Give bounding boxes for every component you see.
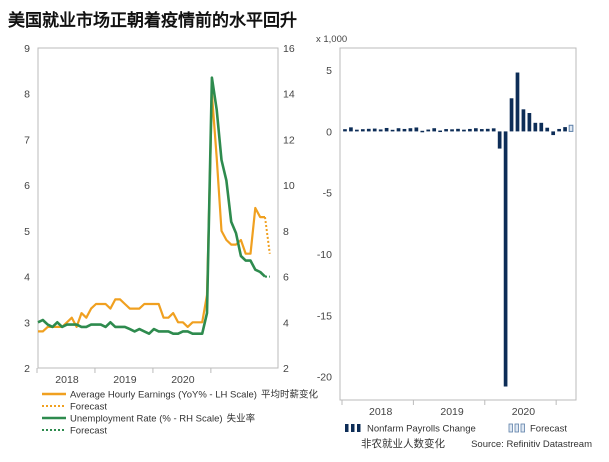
payroll-bar: [420, 130, 425, 133]
y-left-tick-label: 6: [24, 180, 30, 192]
payroll-bar: [521, 109, 526, 132]
payroll-bar: [360, 129, 365, 132]
y-left-tick-label: 7: [24, 134, 30, 146]
payroll-bar: [402, 128, 407, 132]
y-tick-label: -15: [317, 310, 332, 322]
unemployment-line: [37, 76, 266, 336]
payroll-bar: [384, 127, 389, 132]
payroll-bar: [515, 72, 520, 132]
payroll-bar: [378, 129, 383, 132]
legend-payrolls-swatch: [345, 424, 349, 432]
y-tick-label: -10: [317, 249, 332, 261]
y-left-tick-label: 8: [24, 89, 30, 101]
y-tick-label: 5: [326, 65, 332, 77]
payroll-bar: [557, 128, 561, 132]
y-right-tick-label: 6: [283, 272, 289, 284]
x-tick-label: 2018: [55, 374, 79, 386]
y-right-tick-label: 12: [283, 134, 295, 146]
legend-payrolls-swatch: [357, 424, 361, 432]
payroll-forecast-bar: [568, 124, 574, 132]
y-tick-label: 0: [326, 126, 332, 138]
left-chart: 2 3 4 5 6 7 8 9 2 4 6 8 10 12 14 16 2018 2019 2020 Average …: [24, 43, 318, 437]
y-left-tick-label: 9: [24, 43, 30, 55]
payroll-bar: [426, 129, 431, 132]
payroll-bar: [372, 128, 377, 132]
payroll-bar: [396, 128, 401, 132]
payroll-bar: [491, 128, 496, 132]
legend-payrolls-label: Nonfarm Payrolls Change: [367, 424, 476, 435]
legend-forecast-swatch: [520, 423, 525, 433]
earnings-forecast-line: [264, 216, 271, 254]
payroll-bar: [545, 127, 550, 132]
legend-forecast-label: Forecast: [530, 424, 567, 435]
legend-earnings-label: Average Hourly Earnings (YoY% - LH Scale…: [70, 390, 257, 401]
legend-earnings-cn-label: 平均时薪变化: [261, 389, 319, 401]
payroll-bar: [432, 128, 437, 132]
y-right-tick-label: 4: [283, 317, 289, 329]
payroll-bar: [450, 129, 454, 132]
y-right-tick-label: 2: [283, 363, 289, 375]
payroll-bar: [527, 113, 532, 132]
payroll-bar: [503, 131, 508, 387]
payroll-bar: [497, 131, 502, 149]
payroll-bar: [444, 129, 448, 132]
payroll-bar: [438, 130, 442, 133]
payroll-bar: [563, 127, 567, 132]
left-plot-frame: [37, 47, 279, 369]
payroll-bar: [474, 128, 478, 132]
x-tick-label: 2020: [512, 406, 536, 418]
y-left-tick-label: 5: [24, 226, 30, 238]
legend-payrolls-swatch: [351, 424, 355, 432]
y-right-tick-label: 8: [283, 226, 289, 238]
payroll-bar: [485, 128, 490, 132]
y-tick-label: -5: [323, 188, 332, 200]
y-left-tick-label: 2: [24, 363, 30, 375]
right-plot-frame: [339, 47, 577, 401]
legend-forecast-swatch: [514, 423, 519, 433]
payroll-bar: [509, 98, 514, 132]
y-right-tick-label: 10: [283, 180, 295, 192]
payroll-bar: [366, 128, 371, 132]
payroll-bar: [355, 129, 359, 132]
payroll-bar: [468, 128, 472, 132]
payroll-bar: [414, 127, 419, 132]
payroll-bar: [343, 129, 347, 132]
y-right-tick-label: 16: [283, 43, 295, 55]
y-unit-label: x 1,000: [316, 34, 347, 45]
payroll-bar: [408, 128, 413, 132]
x-tick-label: 2020: [171, 374, 195, 386]
source-note: Source: Refinitiv Datastream: [471, 439, 592, 450]
legend-forecast-swatch: [508, 423, 513, 433]
x-tick-label: 2018: [369, 406, 393, 418]
page-title: 美国就业市场正朝着疫情前的水平回升: [8, 11, 297, 31]
payroll-bar: [462, 129, 466, 132]
x-tick-label: 2019: [113, 374, 137, 386]
payroll-bar: [479, 129, 484, 132]
legend-unemployment-cn-label: 失业率: [227, 413, 256, 425]
payroll-bar: [390, 129, 395, 132]
y-left-tick-label: 4: [24, 272, 30, 284]
payroll-bar: [349, 127, 353, 132]
payroll-bar: [551, 131, 556, 136]
payroll-bar: [456, 128, 460, 132]
right-chart: x 1,000 5 0 -5 -10 -15 -20 2018 2019 2020 Nonfarm …: [316, 34, 592, 450]
payroll-bar: [539, 122, 544, 132]
legend-unemployment-label: Unemployment Rate (% - RH Scale): [70, 414, 223, 425]
y-right-tick-label: 14: [283, 89, 295, 101]
payroll-bar: [533, 122, 538, 132]
legend-unemployment-forecast-label: Forecast: [70, 426, 107, 437]
y-left-tick-label: 3: [24, 317, 30, 329]
legend-earnings-forecast-label: Forecast: [70, 402, 107, 413]
payrolls-caption: 非农就业人数变化: [361, 437, 445, 450]
x-tick-label: 2019: [440, 406, 464, 418]
y-tick-label: -20: [317, 372, 332, 384]
